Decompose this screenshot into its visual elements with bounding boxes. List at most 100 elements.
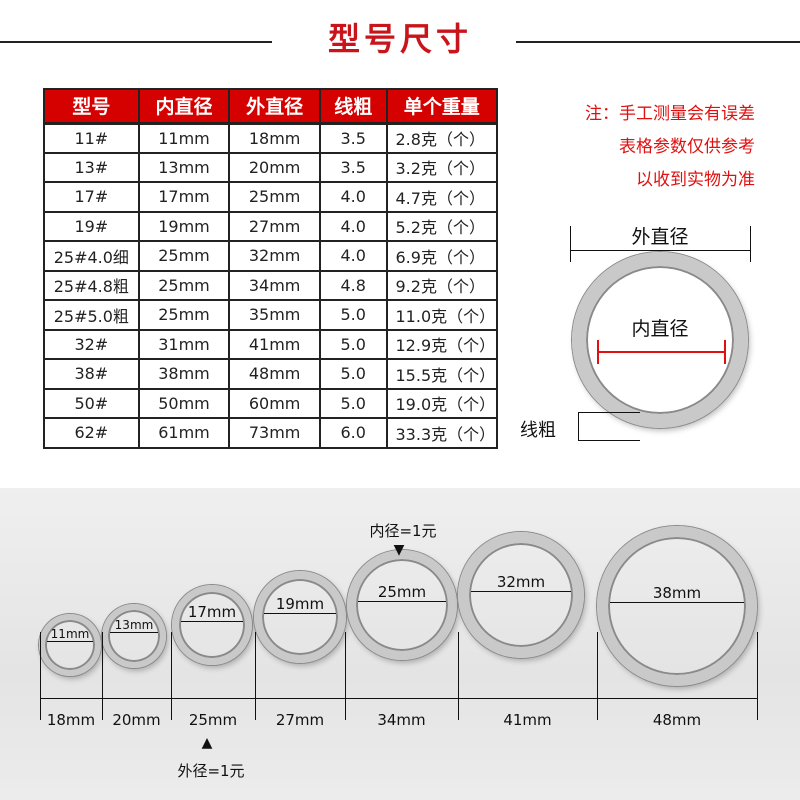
coin-outer-note: 外径=1元 <box>177 762 245 780</box>
table-cell: 11# <box>43 122 140 154</box>
table-cell: 27mm <box>228 210 321 242</box>
table-cell: 73mm <box>228 417 321 449</box>
ring-image <box>102 604 166 668</box>
table-cell: 5.0 <box>318 328 388 360</box>
inner-size-label: 13mm <box>114 618 154 632</box>
table-row: 17# 17mm 25mm 4.0 4.7克（个） <box>43 181 498 213</box>
outer-size-label: 18mm <box>46 711 96 729</box>
dimension-tick <box>345 632 346 720</box>
table-cell: 2.8克（个） <box>385 122 498 154</box>
note-line-1: 注：手工测量会有误差 <box>585 104 755 124</box>
inner-size-label: 11mm <box>50 627 90 641</box>
inner-diameter-line <box>264 613 336 614</box>
table-cell: 4.0 <box>318 240 388 272</box>
dimension-baseline <box>40 698 758 699</box>
table-cell: 41mm <box>228 328 321 360</box>
table-cell: 25mm <box>228 181 321 213</box>
table-row: 32# 31mm 41mm 5.0 12.9克（个） <box>43 328 498 360</box>
table-row: 25#5.0粗 25mm 35mm 5.0 11.0克（个） <box>43 299 498 331</box>
table-cell: 35mm <box>228 299 321 331</box>
ring-image <box>458 532 584 658</box>
table-cell: 61mm <box>137 417 231 449</box>
column-header: 内直径 <box>137 88 231 125</box>
outer-size-label: 25mm <box>188 711 238 729</box>
table-cell: 5.0 <box>318 358 388 390</box>
table-cell: 3.5 <box>318 151 388 183</box>
dimension-tick <box>102 632 103 720</box>
table-cell: 25#4.8粗 <box>43 269 140 301</box>
table-cell: 25mm <box>137 269 231 301</box>
table-cell: 4.7克（个） <box>385 181 498 213</box>
table-cell: 50mm <box>137 387 231 419</box>
table-cell: 13# <box>43 151 140 183</box>
inner-size-label: 32mm <box>496 573 546 591</box>
table-cell: 11mm <box>137 122 231 154</box>
table-row: 11# 11mm 18mm 3.5 2.8克（个） <box>43 122 498 154</box>
table-row: 13# 13mm 20mm 3.5 3.2克（个） <box>43 151 498 183</box>
table-cell: 4.0 <box>318 210 388 242</box>
table-cell: 20mm <box>228 151 321 183</box>
table-cell: 4.8 <box>318 269 388 301</box>
inner-diameter-line <box>110 632 158 633</box>
ring-image <box>172 585 252 665</box>
table-cell: 25mm <box>137 240 231 272</box>
table-row: 25#4.8粗 25mm 34mm 4.8 9.2克（个） <box>43 269 498 301</box>
column-header: 外直径 <box>228 88 321 125</box>
inner-diameter-line <box>181 621 243 622</box>
arrow-down-icon: ▼ <box>393 542 405 558</box>
outer-size-label: 20mm <box>112 711 161 729</box>
table-row: 62# 61mm 73mm 6.0 33.3克（个） <box>43 417 498 449</box>
table-cell: 33.3克（个） <box>385 417 498 449</box>
table-cell: 9.2克（个） <box>385 269 498 301</box>
table-cell: 32# <box>43 328 140 360</box>
table-cell: 12.9克（个） <box>385 328 498 360</box>
dimension-tick <box>757 632 758 720</box>
ring-image <box>597 526 757 686</box>
dimension-tick <box>458 632 459 720</box>
table-cell: 60mm <box>228 387 321 419</box>
dimension-tick <box>171 632 172 720</box>
dimension-tick <box>255 632 256 720</box>
column-header: 单个重量 <box>385 88 498 125</box>
note-line-3: 以收到实物为准 <box>636 170 755 190</box>
inner-diameter-line <box>597 351 726 353</box>
table-cell: 17mm <box>137 181 231 213</box>
inner-diameter-line <box>47 641 93 642</box>
table-cell: 4.0 <box>318 181 388 213</box>
table-cell: 19.0克（个） <box>385 387 498 419</box>
table-cell: 18mm <box>228 122 321 154</box>
outer-size-label: 41mm <box>503 711 552 729</box>
table-cell: 34mm <box>228 269 321 301</box>
table-cell: 25#5.0粗 <box>43 299 140 331</box>
outer-size-label: 48mm <box>652 711 702 729</box>
column-header: 型号 <box>43 88 140 125</box>
table-cell: 25#4.0细 <box>43 240 140 272</box>
table-row: 38# 38mm 48mm 5.0 15.5克（个） <box>43 358 498 390</box>
inner-size-label: 38mm <box>652 584 702 602</box>
table-cell: 6.9克（个） <box>385 240 498 272</box>
table-cell: 38mm <box>137 358 231 390</box>
outer-size-label: 34mm <box>377 711 426 729</box>
table-row: 19# 19mm 27mm 4.0 5.2克（个） <box>43 210 498 242</box>
table-cell: 6.0 <box>318 417 388 449</box>
table-cell: 48mm <box>228 358 321 390</box>
table-cell: 62# <box>43 417 140 449</box>
table-cell: 19mm <box>137 210 231 242</box>
inner-diameter-line <box>610 602 744 603</box>
table-cell: 38# <box>43 358 140 390</box>
note-line-2: 表格参数仅供参考 <box>619 137 755 157</box>
table-cell: 11.0克（个） <box>385 299 498 331</box>
table-cell: 32mm <box>228 240 321 272</box>
table-cell: 5.2克（个） <box>385 210 498 242</box>
table-cell: 13mm <box>137 151 231 183</box>
table-row: 50# 50mm 60mm 5.0 19.0克（个） <box>43 387 498 419</box>
title-divider-right <box>516 41 800 43</box>
inner-diameter-label: 内直径 <box>631 318 689 340</box>
table-cell: 15.5克（个） <box>385 358 498 390</box>
table-cell: 5.0 <box>318 299 388 331</box>
table-cell: 5.0 <box>318 387 388 419</box>
table-header: 型号 内直径 外直径 线粗 单个重量 <box>43 88 498 125</box>
inner-size-label: 19mm <box>275 595 325 613</box>
outer-size-label: 27mm <box>275 711 325 729</box>
table-cell: 25mm <box>137 299 231 331</box>
